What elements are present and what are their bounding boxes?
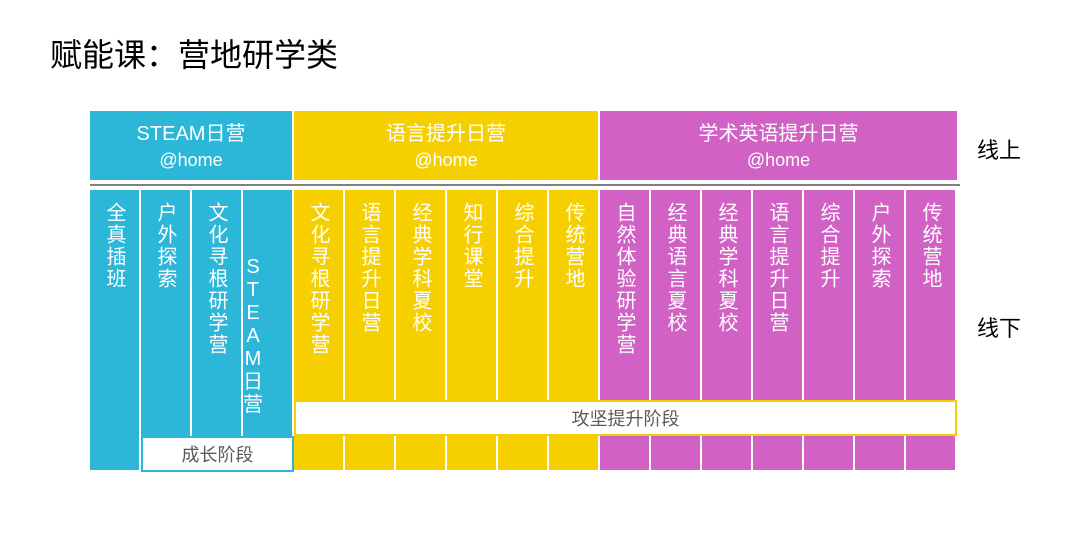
column-label: STEAM日营 bbox=[243, 256, 265, 417]
header-group-2: 学术英语提升日营@home bbox=[600, 111, 957, 180]
label-offline: 线下 bbox=[977, 311, 1021, 343]
stage-box-0: 成长阶段 bbox=[141, 436, 294, 472]
label-online: 线上 bbox=[977, 133, 1021, 165]
header-group-title: 语言提升日营 bbox=[294, 121, 598, 148]
page-title: 赋能课：营地研学类 bbox=[50, 30, 1030, 76]
header-row: STEAM日营@home语言提升日营@home学术英语提升日营@home bbox=[90, 111, 1030, 180]
header-group-sub: @home bbox=[294, 148, 598, 172]
header-group-0: STEAM日营@home bbox=[90, 111, 294, 180]
header-group-sub: @home bbox=[600, 148, 957, 172]
header-group-title: STEAM日营 bbox=[90, 121, 292, 148]
chart: STEAM日营@home语言提升日营@home学术英语提升日营@home 全真插… bbox=[90, 111, 1030, 470]
divider-line bbox=[90, 184, 960, 186]
header-group-sub: @home bbox=[90, 148, 292, 172]
column-3: STEAM日营 bbox=[243, 190, 294, 470]
header-group-1: 语言提升日营@home bbox=[294, 111, 600, 180]
columns-row: 全真插班户外探索文化寻根研学营STEAM日营文化寻根研学营语言提升日营经典学科夏… bbox=[90, 190, 1030, 470]
column-1: 户外探索 bbox=[141, 190, 192, 470]
column-0: 全真插班 bbox=[90, 190, 141, 470]
header-group-title: 学术英语提升日营 bbox=[600, 121, 957, 148]
column-2: 文化寻根研学营 bbox=[192, 190, 243, 470]
stage-box-1: 攻坚提升阶段 bbox=[294, 400, 957, 436]
